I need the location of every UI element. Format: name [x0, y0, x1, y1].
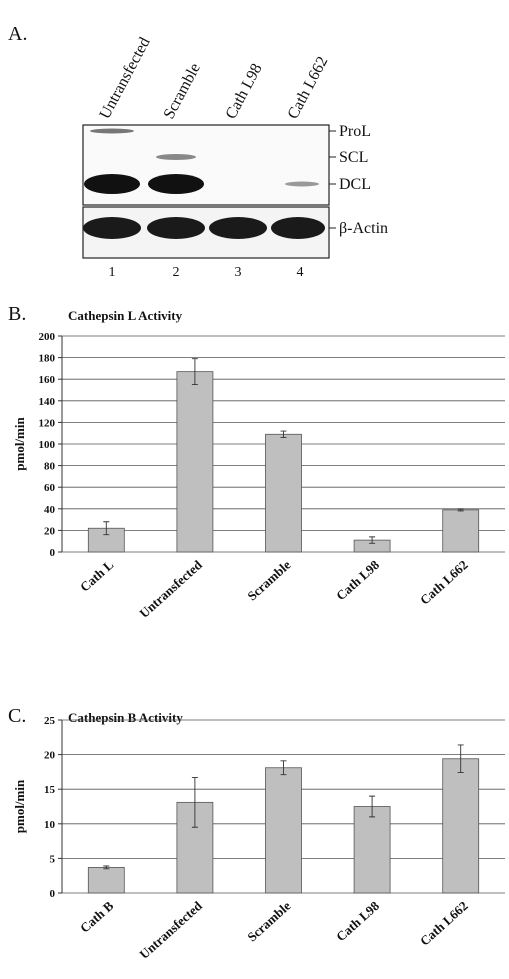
x-tick-label: Cath L: [77, 557, 117, 595]
bar: [177, 372, 213, 552]
lane-label: Cath L662: [285, 54, 332, 122]
x-tick-label: Cath L98: [333, 898, 382, 945]
y-tick-label: 120: [39, 417, 56, 429]
bar: [88, 867, 124, 893]
band: [209, 217, 267, 239]
band-label: SCL: [339, 149, 368, 166]
band: [84, 174, 140, 194]
band-label: ProL: [339, 123, 371, 140]
y-tick-label: 25: [44, 715, 56, 727]
lane-number: 3: [235, 265, 242, 280]
y-tick-label: 140: [39, 396, 56, 408]
bar: [266, 434, 302, 552]
y-tick-label: 10: [44, 819, 56, 831]
x-tick-label: Scramble: [244, 557, 293, 604]
y-tick-label: 0: [50, 547, 56, 559]
bar: [354, 807, 390, 894]
x-tick-label: Cath L98: [333, 557, 382, 604]
y-tick-label: 20: [44, 750, 56, 762]
band: [148, 174, 204, 194]
band: [271, 217, 325, 239]
lane-label: Untransfected: [97, 35, 154, 122]
lane-label: Cath L98: [223, 61, 266, 122]
bar: [266, 768, 302, 893]
chart-title: Cathepsin B Activity: [68, 710, 183, 725]
x-tick-label: Untransfected: [136, 898, 205, 962]
x-tick-label: Cath L662: [417, 898, 471, 949]
y-tick-label: 200: [39, 331, 56, 343]
band: [285, 182, 319, 187]
band: [90, 129, 134, 134]
lane-number: 1: [109, 265, 116, 280]
x-tick-label: Untransfected: [136, 557, 205, 621]
figure: A. UntransfectedScrambleCath L98Cath L66…: [0, 0, 509, 979]
bar: [443, 510, 479, 552]
band-label: DCL: [339, 176, 371, 193]
lane-number: 2: [173, 265, 180, 280]
y-tick-label: 15: [44, 784, 56, 796]
y-tick-label: 80: [44, 461, 56, 473]
x-tick-label: Scramble: [244, 898, 293, 945]
band-label: β-Actin: [339, 220, 388, 237]
y-axis-label: pmol/min: [12, 779, 27, 833]
band: [147, 217, 205, 239]
bar: [443, 759, 479, 893]
y-tick-label: 180: [39, 353, 56, 365]
x-tick-label: Cath B: [77, 898, 117, 936]
y-tick-label: 160: [39, 374, 56, 386]
y-tick-label: 100: [39, 439, 56, 451]
lane-number: 4: [297, 265, 304, 280]
x-tick-label: Cath L662: [417, 557, 471, 608]
chart-title: Cathepsin L Activity: [68, 308, 183, 323]
lane-label: Scramble: [161, 61, 204, 122]
y-tick-label: 5: [50, 853, 56, 865]
y-tick-label: 20: [44, 525, 56, 537]
y-tick-label: 60: [44, 482, 56, 494]
panel-label: A.: [8, 23, 27, 45]
band: [83, 217, 141, 239]
y-axis-label: pmol/min: [12, 417, 27, 471]
band: [156, 154, 196, 160]
y-tick-label: 0: [50, 888, 56, 900]
panel-label: C.: [8, 705, 26, 727]
y-tick-label: 40: [44, 504, 56, 516]
panel-label: B.: [8, 303, 26, 325]
